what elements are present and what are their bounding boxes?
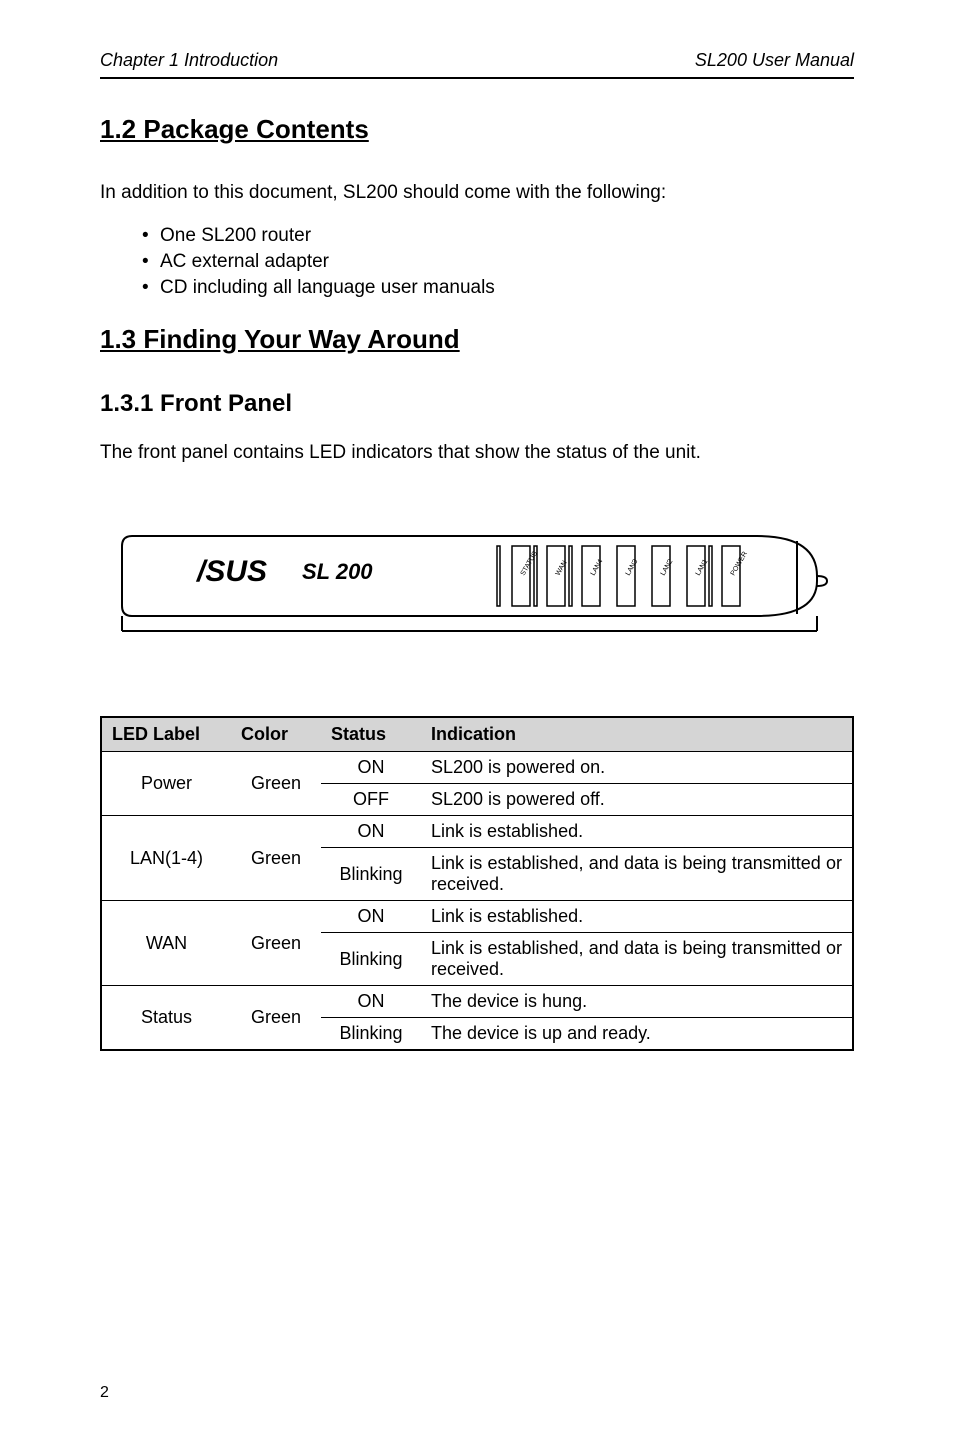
cell-label: Power — [101, 752, 231, 816]
cell-status: Blinking — [321, 848, 421, 901]
led-label: LAN1 — [695, 558, 710, 577]
led-slot — [547, 546, 565, 606]
cell-status: Blinking — [321, 1018, 421, 1051]
bullet-item: CD including all language user manuals — [160, 277, 854, 299]
led-strip: STATUSWANLAN4LAN3LAN2LAN1POWER — [497, 546, 749, 606]
cell-indication: Link is established, and data is being t… — [421, 933, 853, 986]
cell-status: ON — [321, 816, 421, 848]
router-svg: /SUS SL 200 STATUSWANLAN4LAN3LAN2LAN1POW… — [117, 526, 837, 646]
cell-label: LAN(1-4) — [101, 816, 231, 901]
cell-indication: The device is hung. — [421, 986, 853, 1018]
led-table: LED Label Color Status Indication PowerG… — [100, 716, 854, 1051]
cell-indication: SL200 is powered on. — [421, 752, 853, 784]
table-row: PowerGreenONSL200 is powered on. — [101, 752, 853, 784]
header-underline — [100, 77, 854, 79]
cell-status: ON — [321, 986, 421, 1018]
th-status: Status — [321, 717, 421, 752]
header-right: SL200 User Manual — [695, 50, 854, 71]
th-indication: Indication — [421, 717, 853, 752]
page-number: 2 — [100, 1384, 109, 1402]
page-header: Chapter 1 Introduction SL200 User Manual — [100, 50, 854, 71]
cell-indication: Link is established, and data is being t… — [421, 848, 853, 901]
led-slot — [617, 546, 635, 606]
section-1-2-intro: In addition to this document, SL200 shou… — [100, 180, 854, 207]
led-slot — [512, 546, 530, 606]
led-label: WAN — [555, 560, 569, 577]
table-body: PowerGreenONSL200 is powered on.OFFSL200… — [101, 752, 853, 1051]
cell-status: Blinking — [321, 933, 421, 986]
header-left: Chapter 1 Introduction — [100, 50, 278, 71]
led-slot — [687, 546, 705, 606]
cell-indication: Link is established. — [421, 816, 853, 848]
th-label: LED Label — [101, 717, 231, 752]
cell-label: WAN — [101, 901, 231, 986]
cell-label: Status — [101, 986, 231, 1051]
package-bullets: One SL200 router AC external adapter CD … — [100, 225, 854, 299]
led-slot — [722, 546, 740, 606]
cell-indication: Link is established. — [421, 901, 853, 933]
cell-color: Green — [231, 816, 321, 901]
table-row: StatusGreenONThe device is hung. — [101, 986, 853, 1018]
table-header-row: LED Label Color Status Indication — [101, 717, 853, 752]
cell-color: Green — [231, 752, 321, 816]
led-label: LAN4 — [590, 558, 605, 577]
bullet-item: AC external adapter — [160, 251, 854, 273]
th-color: Color — [231, 717, 321, 752]
table-row: WANGreenONLink is established. — [101, 901, 853, 933]
bullet-item: One SL200 router — [160, 225, 854, 247]
cell-color: Green — [231, 901, 321, 986]
cell-indication: The device is up and ready. — [421, 1018, 853, 1051]
cell-indication: SL200 is powered off. — [421, 784, 853, 816]
section-1-3-1-title: 1.3.1 Front Panel — [100, 390, 854, 418]
cell-status: ON — [321, 752, 421, 784]
router-diagram: /SUS SL 200 STATUSWANLAN4LAN3LAN2LAN1POW… — [100, 526, 854, 646]
cell-status: ON — [321, 901, 421, 933]
led-slot — [582, 546, 600, 606]
table-row: LAN(1-4)GreenONLink is established. — [101, 816, 853, 848]
led-slot — [652, 546, 670, 606]
brand-model: SL 200 — [302, 559, 373, 584]
section-1-3-title: 1.3 Finding Your Way Around — [100, 324, 854, 355]
led-label: LAN3 — [625, 558, 640, 577]
cell-status: OFF — [321, 784, 421, 816]
brand-logo: /SUS — [195, 555, 267, 588]
led-label: LAN2 — [660, 558, 675, 577]
section-1-2-title: 1.2 Package Contents — [100, 114, 854, 145]
cell-color: Green — [231, 986, 321, 1051]
section-1-3-1-text: The front panel contains LED indicators … — [100, 440, 854, 467]
